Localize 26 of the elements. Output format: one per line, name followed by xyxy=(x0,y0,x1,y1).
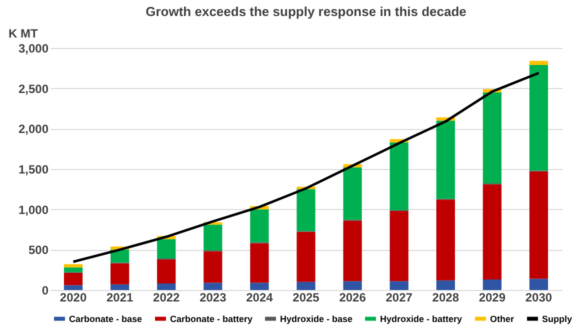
y-tick-label: 3,000 xyxy=(18,42,49,56)
legend-label: Carbonate - battery xyxy=(170,314,253,324)
y-tick-label: 0 xyxy=(42,284,49,298)
x-tick-label: 2022 xyxy=(153,290,180,304)
y-tick-label: 1,000 xyxy=(18,202,49,217)
legend-label: Carbonate - base xyxy=(69,314,142,324)
x-tick-label: 2026 xyxy=(339,290,366,304)
legend-label: Other xyxy=(490,314,514,324)
y-tick-label: 500 xyxy=(28,243,49,258)
x-tick-label: 2024 xyxy=(246,290,274,304)
x-tick-label: 2020 xyxy=(60,290,87,304)
x-tick-label: 2029 xyxy=(478,290,506,304)
x-tick-label: 2021 xyxy=(106,290,134,304)
x-tick-label: 2030 xyxy=(525,290,552,304)
legend-label: Hydroxide - battery xyxy=(380,314,462,324)
x-tick-label: 2028 xyxy=(432,290,460,304)
x-tick-label: 2027 xyxy=(386,290,413,304)
y-tick-label: 2,500 xyxy=(18,82,49,96)
y-axis-title: K MT xyxy=(8,26,38,40)
legend-label: Hydroxide - base xyxy=(280,314,353,324)
chart-title: Growth exceeds the supply response in this decade xyxy=(146,4,466,19)
legend-label: Supply xyxy=(542,314,572,324)
x-tick-label: 2023 xyxy=(200,290,227,304)
y-tick-label: 2,000 xyxy=(18,122,49,136)
x-tick-label: 2025 xyxy=(292,290,320,304)
y-tick-label: 1,500 xyxy=(18,162,49,176)
